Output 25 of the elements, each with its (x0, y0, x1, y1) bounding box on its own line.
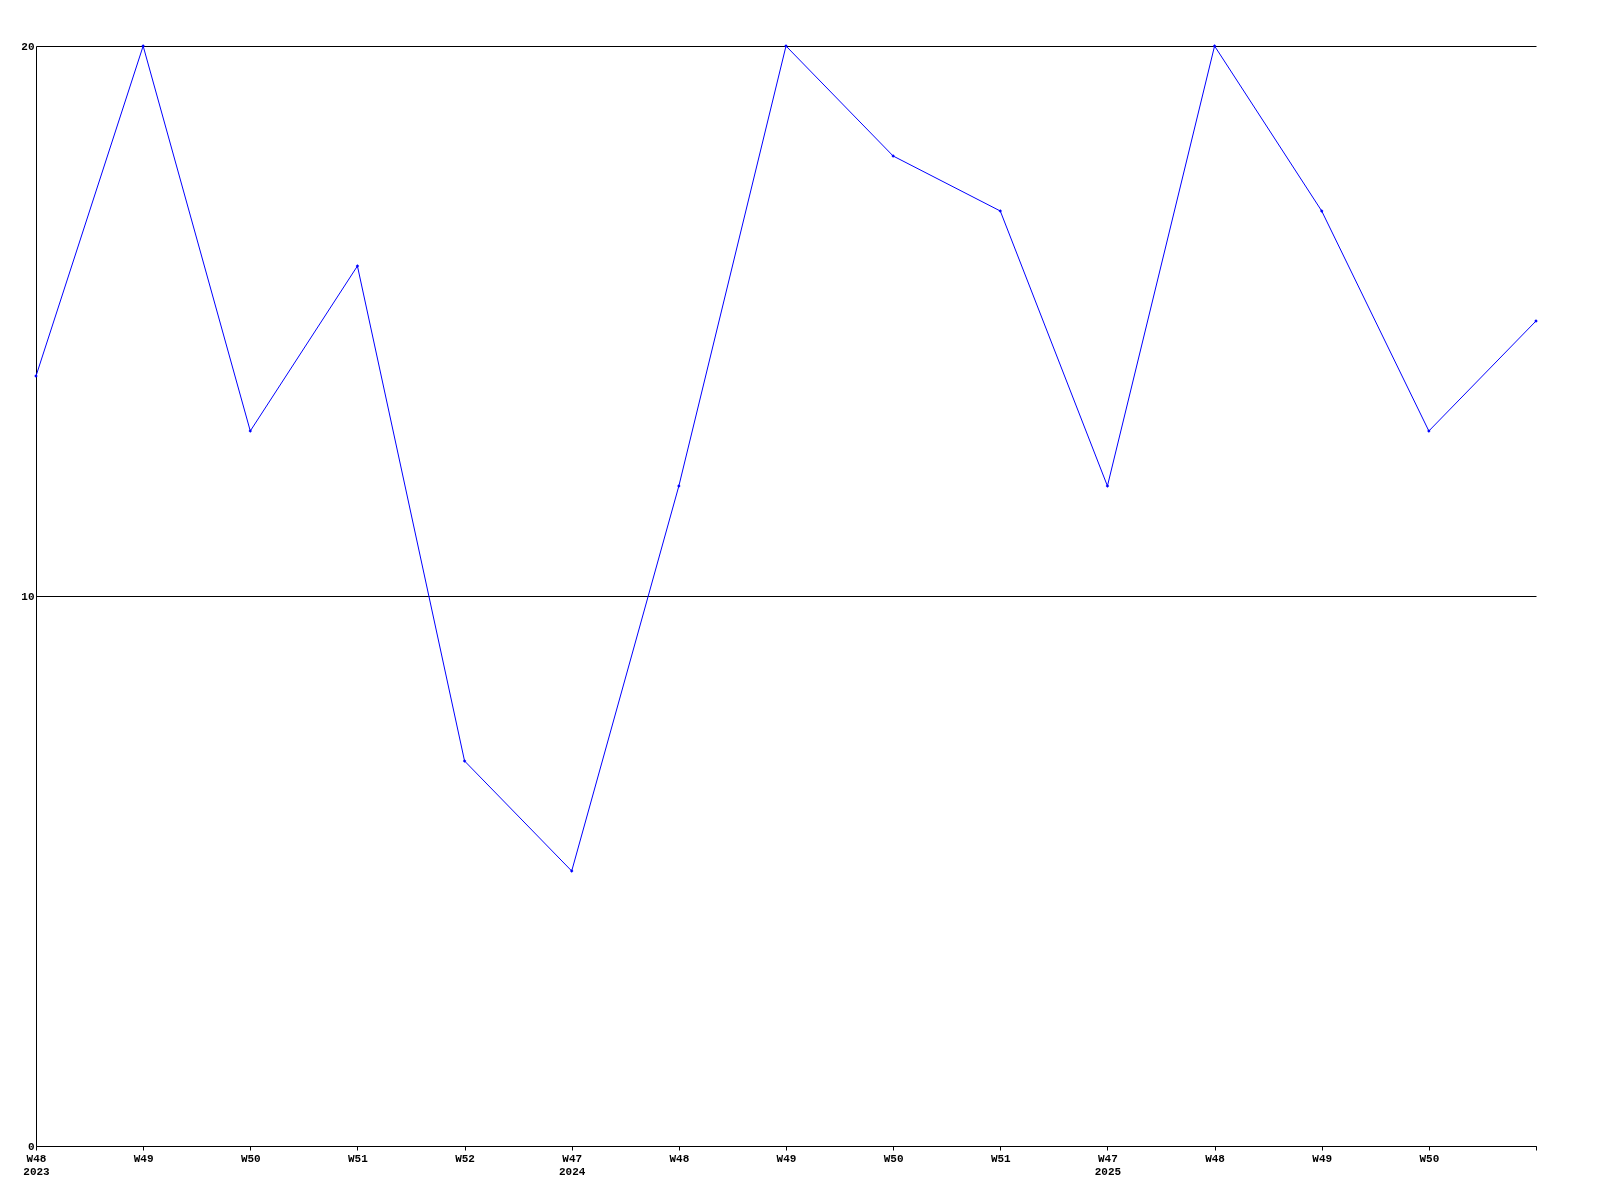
x-tick-label: W49 (776, 1152, 797, 1165)
x-tick-label: W50 (240, 1152, 261, 1165)
y-tick-label: 10 (21, 590, 35, 603)
point (569, 869, 574, 873)
x-tick-label: W52 (455, 1152, 475, 1165)
x-tick-label: W51 (348, 1152, 369, 1165)
x-tick-label: W47 2024 (559, 1152, 586, 1178)
point (1319, 209, 1324, 213)
point (1105, 484, 1110, 488)
x-tick-label: W49 (1312, 1152, 1333, 1165)
x-tick-label: W50 (883, 1152, 904, 1165)
y-tick-label: 20 (21, 40, 35, 53)
y-tick-label: 0 (27, 1140, 35, 1153)
point (1212, 44, 1217, 48)
point (462, 759, 467, 763)
x-tick-label: W50 (1419, 1152, 1440, 1165)
x-tick-label: W48 2023 (23, 1152, 51, 1178)
point (248, 429, 253, 433)
x-tick-label: W48 (1205, 1152, 1226, 1165)
x-tick-label: W48 (669, 1152, 690, 1165)
x-tick-label: W51 (990, 1152, 1012, 1165)
x-tick-label: W47 2025 (1094, 1152, 1122, 1178)
point (998, 209, 1003, 213)
point (355, 264, 360, 268)
x-tick-label: W49 (133, 1152, 154, 1165)
